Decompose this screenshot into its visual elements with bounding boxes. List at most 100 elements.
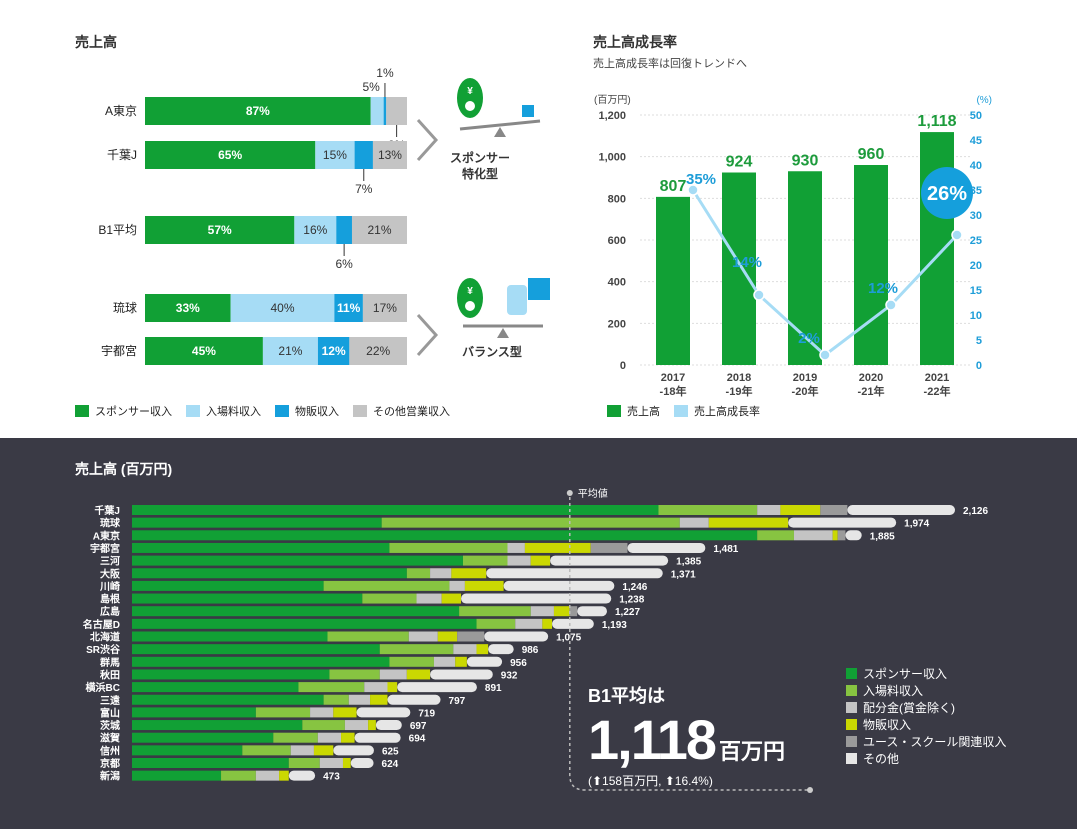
right-chart-title: 売上高成長率 (593, 34, 677, 50)
composition-segment (386, 97, 407, 125)
club-segment (132, 593, 363, 604)
club-segment (542, 618, 553, 629)
y-left-tick: 0 (620, 360, 626, 372)
seesaw-pivot (494, 127, 506, 137)
club-name: A東京 (93, 529, 120, 542)
average-guide-line (569, 497, 810, 791)
club-segment (451, 568, 487, 579)
segment-label: 17% (373, 301, 397, 315)
row-label: 宇都宮 (101, 343, 137, 358)
club-total-label: 473 (323, 772, 340, 783)
average-heading: B1平均は (588, 686, 666, 706)
segment-label: 40% (270, 301, 294, 315)
legend-text: スポンサー収入 (863, 667, 948, 681)
club-segment (132, 682, 299, 693)
club-segment (430, 669, 493, 680)
segment-callout: 5% (362, 80, 380, 94)
club-name: 群馬 (100, 656, 120, 669)
club-segment (354, 732, 401, 743)
club-segment (364, 682, 388, 693)
club-segment (132, 669, 330, 680)
club-segment (793, 530, 833, 541)
legend-text: 入場料収入 (863, 684, 924, 698)
segment-label: 15% (323, 148, 347, 162)
club-segment (368, 720, 376, 731)
club-segment (379, 669, 407, 680)
growth-label: 35% (686, 171, 716, 188)
bracket-chevron (416, 118, 439, 162)
legend-text: 売上高成長率 (694, 406, 760, 418)
club-total-label: 1,371 (671, 569, 696, 580)
composition-segment (145, 216, 295, 244)
club-segment (132, 707, 256, 718)
club-segment (461, 593, 612, 604)
club-name: 京都 (100, 757, 120, 770)
club-name: 名古屋D (83, 618, 120, 631)
composition-segment (315, 141, 355, 169)
club-total-label: 1,238 (619, 595, 644, 606)
club-segment (350, 758, 374, 768)
segment-label: 57% (208, 223, 232, 237)
growth-chart: (百万円) (%)02004006008001,0001,200051015202… (594, 94, 992, 398)
club-segment (845, 530, 862, 541)
club-total-label: 986 (522, 645, 539, 656)
club-segment (132, 745, 243, 756)
legend-text: 物販収入 (295, 406, 339, 418)
legend-other: その他営業収入 (353, 403, 450, 419)
club-total-label: 1,885 (870, 531, 895, 542)
club-segment (132, 732, 274, 743)
club-revenue-chart: 千葉J 2,126 琉球 1,974 A東京 1,885 宇都宮 1,481 三河 1,385 大阪… (83, 487, 988, 793)
club-segment (132, 542, 390, 553)
club-segment (379, 644, 454, 655)
club-segment (679, 517, 709, 528)
legend-swatch (846, 702, 857, 713)
y-right-tick: 45 (970, 135, 982, 147)
sponsor-type-line1: スポンサー (449, 151, 510, 165)
club-name: 広島 (100, 605, 120, 618)
club-segment (273, 732, 318, 743)
y-right-tick: 30 (970, 210, 982, 222)
x-tick-label: 2017 (661, 372, 685, 384)
club-segment (375, 720, 402, 731)
y-right-tick: 10 (970, 310, 982, 322)
club-segment (132, 720, 303, 731)
club-segment (319, 758, 343, 768)
club-segment (430, 568, 452, 579)
segment-label: 12% (322, 344, 346, 358)
club-segment (327, 631, 409, 642)
club-total-label: 932 (501, 670, 518, 681)
sales-bar-label: 960 (858, 146, 885, 163)
club-segment (132, 555, 463, 566)
composition-segment (370, 97, 384, 125)
club-segment (333, 745, 374, 756)
y-right-unit: (%) (976, 95, 992, 106)
club-name: 滋賀 (100, 732, 120, 745)
club-segment (780, 505, 821, 515)
average-marker-label: 平均値 (578, 487, 608, 500)
club-segment (288, 770, 316, 781)
sales-bar (920, 132, 954, 365)
club-segment (290, 745, 314, 756)
club-segment (408, 631, 438, 642)
composition-segment (334, 294, 363, 322)
average-value-row: 1,118 百万円 (588, 710, 785, 770)
legend-text: スポンサー収入 (95, 406, 172, 418)
club-total-label: 2,126 (963, 506, 988, 517)
legend-text: 配分金(賞金除く) (863, 701, 955, 715)
legend-swatch (353, 405, 367, 417)
composition-segment (349, 337, 407, 365)
club-segment (132, 568, 407, 579)
club-segment (464, 580, 504, 591)
club-segment (341, 732, 355, 743)
growth-label: 2% (798, 330, 820, 347)
club-segment (708, 517, 789, 528)
club-segment (552, 618, 594, 629)
composition-segment (230, 294, 335, 322)
club-segment (387, 682, 398, 693)
legend-text: その他 (863, 752, 900, 766)
club-segment (242, 745, 291, 756)
composition-segment (372, 141, 407, 169)
composition-segment (362, 294, 407, 322)
average-guide-end (807, 787, 813, 793)
composition-segment (317, 337, 350, 365)
